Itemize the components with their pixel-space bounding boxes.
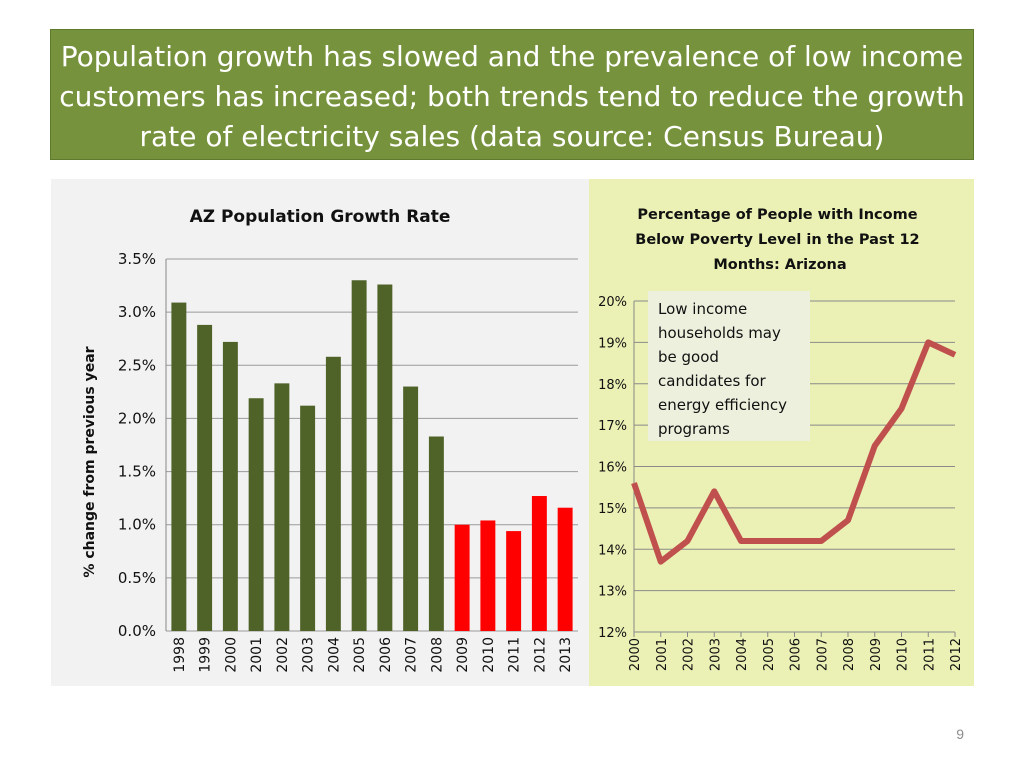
- bar-y-tick-label: 3.0%: [118, 303, 156, 321]
- bar-x-tick-label: 2006: [378, 637, 394, 673]
- bar-y-tick-label: 3.5%: [118, 250, 156, 268]
- line-y-tick-label: 18%: [598, 378, 627, 393]
- bar-x-tick-label: 2009: [455, 637, 471, 673]
- bar-2006: [377, 284, 393, 631]
- bar-y-tick-label: 1.5%: [118, 463, 156, 481]
- bar-1999: [197, 324, 213, 631]
- line-y-tick-label: 15%: [598, 502, 627, 517]
- line-y-tick-label: 19%: [598, 336, 627, 351]
- bar-2000: [222, 341, 238, 631]
- callout-note: Low income households may be good candid…: [648, 291, 810, 441]
- poverty-series-line: [631, 339, 957, 565]
- line-x-tick-label: 2001: [655, 638, 670, 671]
- bar-2009: [454, 524, 470, 631]
- line-x-tick-label: 2009: [869, 638, 884, 671]
- bar-y-tick-label: 0.5%: [118, 569, 156, 587]
- bar-x-tick-label: 2003: [301, 637, 317, 673]
- line-y-tick-label: 16%: [598, 461, 627, 476]
- line-x-tick-label: 2002: [682, 638, 697, 671]
- bar-2007: [403, 386, 419, 631]
- line-x-tick-label: 2007: [815, 638, 830, 671]
- bar-2002: [274, 383, 290, 631]
- page-number: 9: [956, 726, 964, 742]
- bar-2001: [248, 398, 264, 631]
- bar-2004: [325, 356, 341, 631]
- bar-x-tick-label: 2011: [507, 637, 523, 673]
- line-x-tick-label: 2010: [896, 638, 911, 671]
- bar-x-tick-label: 1999: [198, 637, 214, 673]
- line-y-tick-label: 14%: [598, 543, 627, 558]
- line-x-tick-label: 2011: [922, 638, 937, 671]
- bar-x-tick-label: 2002: [275, 637, 291, 673]
- line-x-tick-label: 2005: [762, 638, 777, 671]
- bar-x-tick-label: 2005: [352, 637, 368, 673]
- slide-title: Population growth has slowed and the pre…: [50, 29, 974, 160]
- bar-2003: [300, 405, 316, 631]
- line-x-tick-label: 2008: [842, 638, 857, 671]
- bar-x-tick-label: 2013: [558, 637, 574, 673]
- bar-y-tick-label: 0.0%: [118, 622, 156, 640]
- line-x-tick-label: 2006: [789, 638, 804, 671]
- bar-chart-panel: [51, 179, 589, 686]
- line-y-tick-label: 20%: [598, 295, 627, 310]
- line-y-tick-label: 12%: [598, 626, 627, 641]
- bar-2010: [480, 520, 496, 631]
- bar-x-tick-label: 2007: [404, 637, 420, 673]
- bar-y-tick-label: 2.5%: [118, 356, 156, 374]
- line-x-tick-label: 2004: [735, 638, 750, 671]
- bar-chart-title: AZ Population Growth Rate: [190, 207, 451, 227]
- bar-2013: [557, 507, 573, 631]
- line-x-tick-label: 2000: [628, 638, 643, 671]
- bar-2008: [428, 436, 444, 631]
- bar-x-tick-label: 2012: [532, 637, 548, 673]
- line-y-tick-label: 17%: [598, 419, 627, 434]
- bar-x-tick-label: 2008: [429, 637, 445, 673]
- line-x-tick-label: 2003: [708, 638, 723, 671]
- bar-y-tick-label: 2.0%: [118, 409, 156, 427]
- bar-x-tick-label: 2001: [249, 637, 265, 673]
- bar-x-tick-label: 2000: [223, 637, 239, 673]
- bar-chart-y-axis-label: % change from previous year: [82, 346, 98, 577]
- line-x-tick-label: 2012: [949, 638, 964, 671]
- bar-2011: [506, 531, 522, 631]
- line-y-tick-label: 13%: [598, 585, 627, 600]
- bar-2005: [351, 280, 367, 631]
- line-chart-title: Percentage of People with Income Below P…: [635, 207, 924, 273]
- bar-x-tick-label: 2004: [326, 637, 342, 673]
- bar-2012: [531, 496, 547, 631]
- bar-x-tick-label: 2010: [481, 637, 497, 673]
- bar-y-tick-label: 1.0%: [118, 516, 156, 534]
- bar-1998: [171, 302, 187, 631]
- bar-x-tick-label: 1998: [172, 637, 188, 673]
